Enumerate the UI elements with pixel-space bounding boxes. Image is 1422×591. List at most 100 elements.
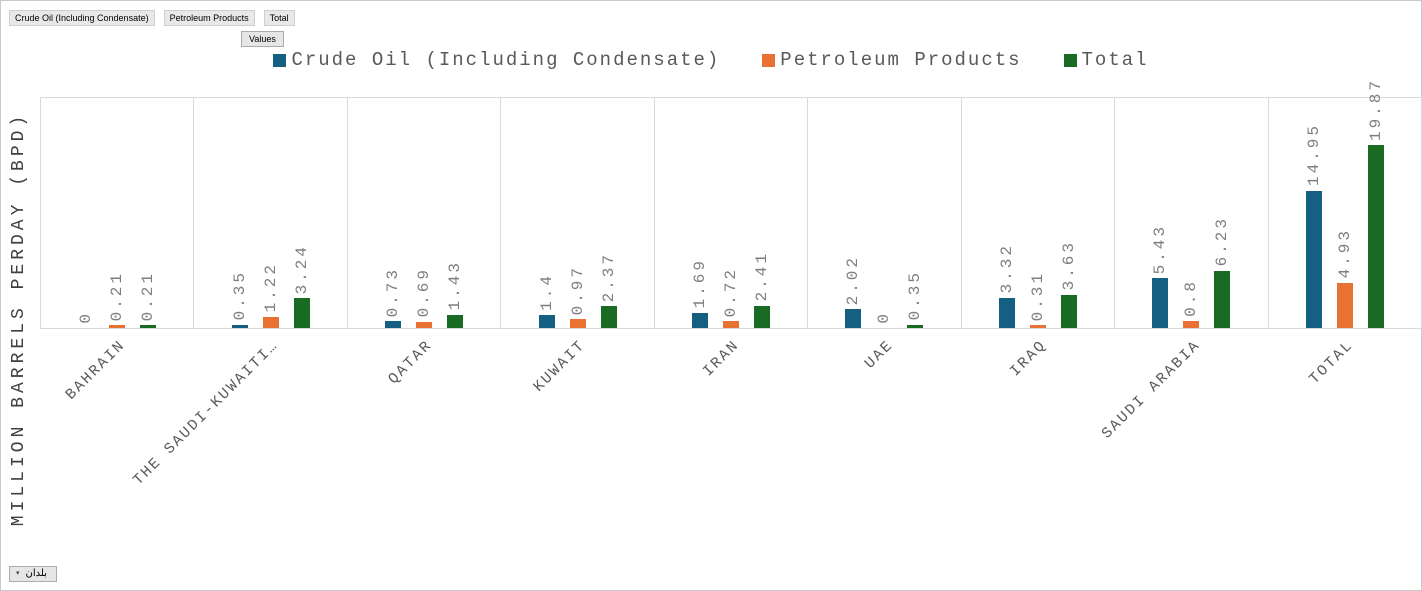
bar xyxy=(907,324,924,328)
bar-value-label: 5.43 xyxy=(1151,223,1170,274)
pivot-field-button[interactable]: Petroleum Products xyxy=(163,10,255,26)
bar-cell: 1.43 xyxy=(446,260,464,328)
bar xyxy=(691,312,708,328)
bar-value-label: 0.35 xyxy=(230,270,249,321)
bar-group: 5.43 0.8 6.23 xyxy=(1115,98,1269,328)
bar-value-label: 2.37 xyxy=(599,251,618,303)
bar-value-label: 0.21 xyxy=(139,270,158,321)
category-label: QATAR xyxy=(384,337,436,388)
bar-value-label: 0.8 xyxy=(1182,278,1201,317)
bar-cell: 4.93 xyxy=(1335,228,1354,328)
category-label: IRAQ xyxy=(1006,337,1051,381)
bar-value-label: 3.32 xyxy=(997,243,1016,294)
legend-label: Crude Oil (Including Condensate) xyxy=(291,49,721,71)
legend-swatch-icon xyxy=(762,53,776,67)
legend-item: Total xyxy=(1063,49,1149,71)
bar xyxy=(109,325,126,328)
bar-cell: 0 xyxy=(77,311,96,328)
bar-cell: 1.4 xyxy=(537,273,556,328)
bar xyxy=(293,298,310,328)
bar xyxy=(845,309,862,328)
legend-swatch-icon xyxy=(273,53,287,67)
bar xyxy=(1029,325,1046,328)
bar-cell: 19.87 xyxy=(1367,78,1385,328)
values-field-button[interactable]: Values xyxy=(241,31,284,47)
category-label: TOTAL xyxy=(1306,337,1358,388)
bar-value-label: 1.22 xyxy=(261,262,280,313)
axis-field-label: بلدان xyxy=(25,568,47,579)
bar xyxy=(1305,190,1322,328)
bar-cell: 14.95 xyxy=(1304,123,1323,328)
bar-group: 14.95 4.93 19.87 xyxy=(1269,78,1421,328)
bar-cell: 6.23 xyxy=(1213,216,1232,328)
bar-value-label: 0.35 xyxy=(906,270,925,321)
chart-legend: Crude Oil (Including Condensate) Petroleu… xyxy=(1,49,1421,71)
category-label: UAE xyxy=(861,337,897,373)
category-label: KUWAIT xyxy=(530,337,590,396)
pivot-series-field-buttons: Crude Oil (Including Condensate) Petroleu… xyxy=(9,10,295,26)
bar-value-label: 3.24 xyxy=(292,243,311,295)
bar xyxy=(753,305,770,328)
bar xyxy=(538,315,555,328)
category-label: IRAN xyxy=(699,337,744,381)
bar-group: 1.4 0.97 2.37 xyxy=(501,98,655,328)
bar-value-label: 0 xyxy=(77,311,96,324)
bar-cell: 0.35 xyxy=(230,270,249,328)
bar-cell: 2.37 xyxy=(599,251,618,328)
bar xyxy=(385,321,402,328)
bar xyxy=(569,319,586,328)
bar-value-label: 2.02 xyxy=(844,255,863,306)
bar-value-label: 0 xyxy=(875,311,894,324)
bar-value-label: 0.97 xyxy=(568,264,587,316)
bar-value-label: 4.93 xyxy=(1335,228,1354,279)
bar-value-label: 1.69 xyxy=(690,258,709,309)
bar-value-label: 2.41 xyxy=(752,251,771,302)
bar-cell: 0.97 xyxy=(568,264,587,328)
bar-value-label: 6.23 xyxy=(1213,216,1232,267)
category-label: BAHRAIN xyxy=(62,337,129,404)
bar-cell: 0.21 xyxy=(139,270,158,328)
axis-field-dropdown-button[interactable]: ▾ بلدان xyxy=(9,566,57,582)
legend-item: Crude Oil (Including Condensate) xyxy=(273,49,720,71)
bar xyxy=(1367,145,1384,328)
bar-cell: 3.63 xyxy=(1060,240,1078,328)
pivot-field-button[interactable]: Crude Oil (Including Condensate) xyxy=(9,10,155,26)
bar-value-label: 0.31 xyxy=(1028,270,1047,321)
bar-cell: 0.73 xyxy=(384,266,403,328)
bar-cell: 0.8 xyxy=(1182,278,1201,328)
bar xyxy=(998,297,1015,328)
bar-group: 0.73 0.69 1.43 xyxy=(348,98,502,328)
bar-cell: 5.43 xyxy=(1151,223,1170,328)
bar-value-label: 0.73 xyxy=(384,266,403,318)
bar-group: 0.35 1.22 3.24 xyxy=(194,98,348,328)
legend-label: Total xyxy=(1081,49,1149,71)
bar-cell: 2.02 xyxy=(844,255,863,328)
bar xyxy=(722,321,739,328)
bar-group: 2.02 0 0.35 xyxy=(808,98,962,328)
bar xyxy=(1060,294,1077,328)
bar-cell: 0.72 xyxy=(721,267,740,328)
legend-swatch-icon xyxy=(1063,53,1077,67)
bar xyxy=(1152,278,1169,328)
bar xyxy=(231,324,248,328)
bar-cell: 0.69 xyxy=(415,267,434,328)
bar-value-label: 14.95 xyxy=(1304,123,1323,187)
bar xyxy=(600,306,617,328)
legend-label: Petroleum Products xyxy=(780,49,1022,71)
bar-value-label: 1.4 xyxy=(537,273,556,312)
pivot-field-button[interactable]: Total xyxy=(263,10,295,26)
bar-cell: 0 xyxy=(875,311,894,328)
bar-value-label: 0.21 xyxy=(108,270,127,321)
category-label: SAUDI ARABIA xyxy=(1098,337,1204,443)
bar xyxy=(1183,320,1200,328)
bar-value-label: 0.69 xyxy=(415,267,434,318)
bar-cell: 1.69 xyxy=(690,258,709,328)
bar-cell: 3.24 xyxy=(292,243,311,328)
bar xyxy=(262,316,279,328)
dropdown-arrow-icon: ▾ xyxy=(16,570,20,577)
category-label: THE SAUDI-KUWAITI… xyxy=(130,337,283,490)
bar-value-label: 0.72 xyxy=(721,267,740,318)
bar-cell: 0.21 xyxy=(108,270,127,328)
bar xyxy=(140,325,157,328)
